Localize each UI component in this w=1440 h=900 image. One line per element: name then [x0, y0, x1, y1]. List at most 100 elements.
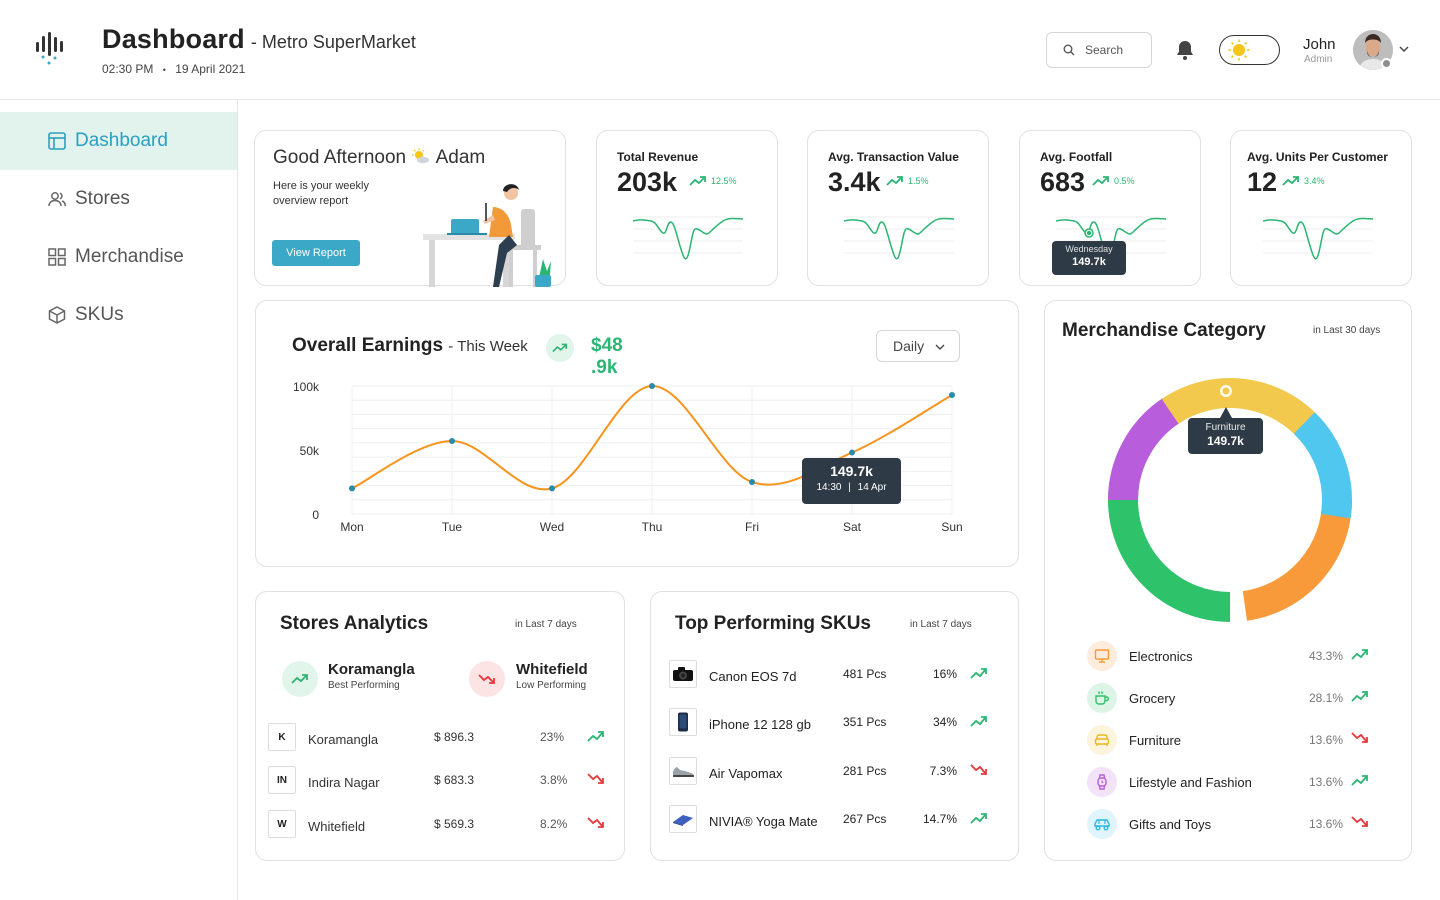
trend-up-icon: [1282, 176, 1299, 186]
layout-icon: [48, 132, 66, 150]
y-tick-label: 0: [312, 508, 319, 522]
category-name: Furniture: [1129, 733, 1182, 748]
grid-icon: [48, 248, 66, 266]
user-name[interactable]: John: [1303, 36, 1336, 53]
sku-qty: 281 Pcs: [843, 764, 887, 778]
sku-row-canon[interactable]: Canon EOS 7d 481 Pcs 16%: [669, 660, 999, 688]
earnings-line-chart: 100k 50k 0 Mon Tue Wed Thu Fri Sat Sun: [293, 380, 963, 534]
category-pct: 13.6%: [1309, 817, 1344, 831]
sidebar-item-label: SKUs: [75, 304, 124, 325]
kpi-label: Avg. Units Per Customer: [1247, 150, 1388, 164]
tooltip-time: 14:30: [816, 482, 842, 493]
monitor-icon: [1094, 649, 1110, 663]
earnings-data-point: [449, 438, 455, 445]
separator-dot: •: [162, 65, 166, 75]
sku-thumb: [669, 757, 697, 785]
merchandise-card: Merchandise Category in Last 30 days Fur…: [1044, 300, 1412, 861]
earnings-tooltip: 149.7k 14:30 | 14 Apr: [802, 458, 901, 504]
store-row-koramangla[interactable]: K Koramangla $ 896.3 23%: [268, 723, 613, 751]
kpi-card-avg-transaction[interactable]: Avg. Transaction Value 3.4k 1.5%: [807, 130, 989, 286]
kpi-card-total-revenue[interactable]: Total Revenue 203k 12.5%: [596, 130, 778, 286]
category-row-lifestyle[interactable]: Lifestyle and Fashion 13.6%: [1087, 767, 1377, 797]
sku-row-iphone[interactable]: iPhone 12 128 gb 351 Pcs 34%: [669, 708, 999, 736]
store-name: Whitefield: [308, 819, 366, 834]
sku-qty: 351 Pcs: [843, 715, 887, 729]
category-icon-wrap: [1087, 767, 1117, 797]
category-name: Grocery: [1129, 691, 1176, 706]
low-performing-badge: [469, 661, 505, 697]
kpi-value: 12: [1247, 167, 1278, 197]
sku-row-vapomax[interactable]: Air Vapomax 281 Pcs 7.3%: [669, 757, 999, 785]
sidebar-item-dashboard[interactable]: Dashboard: [0, 112, 237, 170]
donut-segment-furniture[interactable]: [1095, 365, 1365, 635]
trend-down-icon: [587, 773, 604, 784]
sparkline: [1263, 216, 1373, 260]
shoe-icon: [673, 767, 694, 777]
sku-name: Canon EOS 7d: [709, 669, 797, 684]
bell-icon[interactable]: [1173, 38, 1197, 62]
low-store-name[interactable]: Whitefield: [516, 661, 588, 678]
kpi-change: 1.5%: [908, 176, 929, 186]
category-pct: 13.6%: [1309, 733, 1344, 747]
earnings-data-point: [949, 391, 955, 398]
earnings-trend-badge: [546, 334, 574, 362]
skus-title: Top Performing SKUs: [675, 613, 871, 634]
store-row-indira-nagar[interactable]: IN Indira Nagar $ 683.3 3.8%: [268, 766, 613, 794]
kpi-trend: 1.5%: [886, 175, 929, 187]
tooltip-arrow: [1220, 407, 1232, 418]
store-pct: 23%: [540, 730, 565, 744]
best-store-name[interactable]: Koramangla: [328, 661, 415, 678]
chevron-down-icon[interactable]: [1398, 43, 1410, 55]
sku-qty: 267 Pcs: [843, 812, 887, 826]
theme-toggle[interactable]: [1219, 35, 1280, 65]
kpi-label: Total Revenue: [617, 150, 699, 164]
header: Dashboard - Metro SuperMarket 02:30 PM • …: [0, 0, 1440, 100]
sku-row-yoga-mat[interactable]: NIVIA® Yoga Mate 267 Pcs 14.7%: [669, 805, 999, 833]
box-icon: [48, 306, 66, 324]
donut-marker-inner: [1222, 387, 1230, 395]
store-amount: $ 896.3: [434, 730, 475, 744]
sku-pct: 7.3%: [929, 764, 957, 778]
tooltip-datetime: 14:30 | 14 Apr: [802, 482, 901, 493]
sku-name: Air Vapomax: [709, 766, 783, 781]
category-pct: 28.1%: [1309, 691, 1344, 705]
stores-analytics-card: Stores Analytics in Last 7 days Koramang…: [255, 591, 625, 861]
kpi-value: 683: [1040, 167, 1086, 197]
datetime: 02:30 PM • 19 April 2021: [102, 62, 245, 76]
kpi-trend: 0.5%: [1092, 175, 1135, 187]
category-row-furniture[interactable]: Furniture 13.6%: [1087, 725, 1377, 755]
sidebar-item-merchandise[interactable]: Merchandise: [0, 228, 237, 286]
greeting-title: Good Afternoon Adam: [273, 147, 485, 169]
earnings-data-point: [349, 485, 355, 492]
category-row-grocery[interactable]: Grocery 28.1%: [1087, 683, 1377, 713]
top-skus-card: Top Performing SKUs in Last 7 days Canon…: [650, 591, 1019, 861]
category-name: Electronics: [1129, 649, 1193, 664]
store-abbr: K: [268, 723, 296, 751]
sku-qty: 481 Pcs: [843, 667, 887, 681]
trend-down-icon: [1351, 816, 1368, 827]
trend-up-icon: [970, 716, 987, 727]
tooltip-day: Wednesday: [1065, 244, 1113, 254]
category-name: Gifts and Toys: [1129, 817, 1212, 832]
sidebar-item-skus[interactable]: SKUs: [0, 286, 237, 344]
store-pct: 8.2%: [540, 817, 568, 831]
period-select[interactable]: Daily: [876, 330, 960, 362]
tooltip-value: 149.7k: [830, 463, 873, 479]
category-row-electronics[interactable]: Electronics 43.3%: [1087, 641, 1377, 671]
category-row-gifts[interactable]: Gifts and Toys 13.6%: [1087, 809, 1377, 839]
sidebar-item-stores[interactable]: Stores: [0, 170, 237, 228]
earnings-card: Overall Earnings - This Week $48 .9k Dai…: [255, 300, 1019, 567]
donut-segment-gifts[interactable]: [1095, 365, 1365, 635]
kpi-card-avg-footfall[interactable]: Avg. Footfall 683 0.5% Wednesday 149.7k: [1019, 130, 1201, 286]
kpi-value: 3.4k: [828, 167, 881, 197]
search-input[interactable]: Search: [1046, 32, 1152, 68]
app-logo-icon[interactable]: [34, 30, 68, 70]
best-store-label: Best Performing: [328, 680, 400, 691]
view-report-button[interactable]: View Report: [272, 240, 360, 266]
store-row-whitefield[interactable]: W Whitefield $ 569.3 8.2%: [268, 810, 613, 838]
stores-title: Stores Analytics: [280, 613, 429, 634]
kpi-card-avg-units[interactable]: Avg. Units Per Customer 12 3.4%: [1230, 130, 1412, 286]
greeting-text: Here is your weekly overview report: [273, 180, 369, 207]
greeting-user-name: Adam: [435, 147, 486, 168]
donut-segment-lifestyle[interactable]: [1108, 378, 1352, 622]
